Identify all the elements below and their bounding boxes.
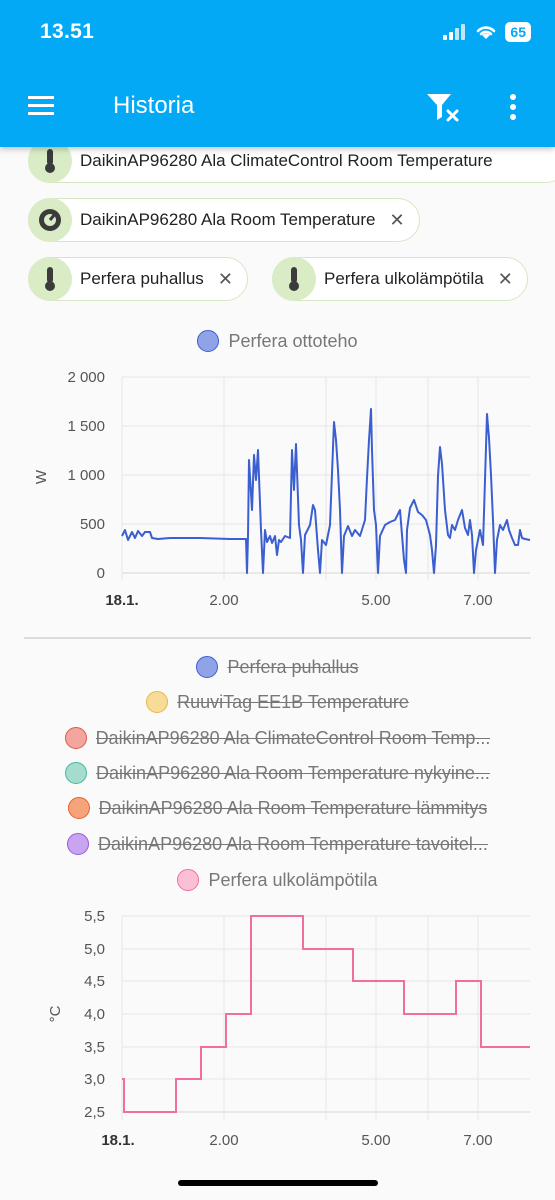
y-tick-label: 5,5 (84, 908, 105, 925)
legend-dot (177, 869, 200, 891)
x-tick-label: 18.1. (101, 1132, 134, 1149)
legend-item[interactable]: Perfera ulkolämpötila (0, 865, 555, 895)
close-icon[interactable]: ✕ (389, 209, 405, 230)
legend-label: DaikinAP96280 Ala Room Temperature tavoi… (98, 833, 488, 854)
y-tick-label: 2,5 (84, 1104, 105, 1121)
legend-label: Perfera puhallus (227, 656, 359, 677)
signal-icon (443, 24, 466, 40)
legend-label: DaikinAP96280 Ala ClimateControl Room Te… (95, 727, 491, 748)
filter-remove-icon (427, 94, 459, 122)
chart1-grid (121, 376, 530, 580)
x-tick-label: 18.1. (105, 592, 138, 609)
x-tick-label: 7.00 (463, 592, 492, 609)
chart2-grid (121, 915, 530, 1120)
wifi-icon (477, 26, 496, 39)
more-options-button[interactable] (500, 90, 526, 126)
power-chart[interactable]: 2 000 1 500 1 000 500 0 W 18.1. 2.00 5.0… (0, 360, 555, 615)
legend-dot (196, 656, 219, 678)
chart1-x-ticks: 18.1. 2.00 5.00 7.00 (105, 592, 492, 609)
chart1-y-ticks: 2 000 1 500 1 000 500 0 (67, 369, 105, 582)
chart1-legend[interactable]: Perfera ottoteho (0, 326, 555, 356)
thermometer-icon (272, 257, 316, 301)
close-icon[interactable]: ✕ (217, 268, 233, 289)
legend-item[interactable]: DaikinAP96280 Ala ClimateControl Room Te… (0, 723, 555, 753)
legend-label: RuuviTag EE1B Temperature (177, 691, 409, 712)
x-tick-label: 7.00 (463, 1132, 492, 1149)
hamburger-icon (28, 96, 54, 115)
entity-chip[interactable]: DaikinAP96280 Ala Room Temperature ✕ (28, 198, 420, 242)
outdoor-temp-series-line (122, 915, 530, 1113)
y-tick-label: 1 000 (67, 467, 105, 484)
y-tick-label: 500 (80, 516, 105, 533)
legend-dot (197, 330, 220, 352)
legend-label: DaikinAP96280 Ala Room Temperature nykyi… (96, 762, 490, 783)
temperature-chart[interactable]: 5,5 5,0 4,5 4,0 3,5 3,0 2,5 °C 18.1. 2.0… (0, 900, 555, 1150)
entity-chip[interactable]: Perfera puhallus ✕ (28, 257, 248, 301)
chart2-y-ticks: 5,5 5,0 4,5 4,0 3,5 3,0 2,5 (84, 908, 105, 1121)
chip-label: DaikinAP96280 Ala Room Temperature (80, 210, 376, 229)
status-icons: 65 (443, 22, 531, 42)
legend-dot (146, 691, 169, 713)
gauge-icon (28, 198, 72, 242)
y-axis-unit: °C (47, 1005, 64, 1022)
home-indicator[interactable] (178, 1180, 378, 1186)
y-tick-label: 4,0 (84, 1006, 105, 1023)
y-tick-label: 1 500 (67, 418, 105, 435)
legend-item[interactable]: DaikinAP96280 Ala Room Temperature lämmi… (0, 793, 555, 823)
legend-item[interactable]: DaikinAP96280 Ala Room Temperature nykyi… (0, 758, 555, 788)
legend-dot (67, 833, 90, 855)
power-series-line (121, 408, 531, 574)
chip-label: Perfera ulkolämpötila (324, 269, 484, 288)
legend-dot (67, 797, 90, 819)
y-tick-label: 3,0 (84, 1071, 105, 1088)
chart2-x-ticks: 18.1. 2.00 5.00 7.00 (101, 1132, 492, 1149)
legend-item[interactable]: RuuviTag EE1B Temperature (0, 687, 555, 717)
chip-label: DaikinAP96280 Ala ClimateControl Room Te… (80, 151, 493, 170)
x-tick-label: 2.00 (209, 1132, 238, 1149)
app-bar: 13.51 65 Historia (0, 0, 555, 147)
legend-label: Perfera ottoteho (228, 330, 358, 351)
status-time: 13.51 (40, 20, 95, 43)
y-tick-label: 0 (97, 565, 105, 582)
x-tick-label: 2.00 (209, 592, 238, 609)
legend-label: DaikinAP96280 Ala Room Temperature lämmi… (98, 797, 488, 818)
menu-button[interactable] (26, 92, 58, 120)
chip-label: Perfera puhallus (80, 269, 204, 288)
page-title: Historia (113, 92, 195, 119)
legend-label: Perfera ulkolämpötila (208, 869, 378, 890)
y-tick-label: 3,5 (84, 1039, 105, 1056)
y-tick-label: 4,5 (84, 973, 105, 990)
legend-item[interactable]: Perfera puhallus (0, 652, 555, 682)
x-tick-label: 5.00 (361, 592, 390, 609)
legend-dot (64, 727, 87, 749)
thermometer-icon (28, 257, 72, 301)
legend-dot (65, 762, 88, 784)
y-tick-label: 5,0 (84, 941, 105, 958)
y-tick-label: 2 000 (67, 369, 105, 386)
clear-filter-button[interactable] (424, 90, 464, 126)
battery-indicator: 65 (505, 22, 531, 42)
close-icon[interactable]: ✕ (497, 268, 513, 289)
legend-item[interactable]: DaikinAP96280 Ala Room Temperature tavoi… (0, 829, 555, 859)
more-vertical-icon (510, 94, 516, 120)
entity-chip[interactable]: Perfera ulkolämpötila ✕ (272, 257, 528, 301)
section-divider (24, 637, 531, 639)
y-axis-unit: W (33, 469, 50, 484)
x-tick-label: 5.00 (361, 1132, 390, 1149)
